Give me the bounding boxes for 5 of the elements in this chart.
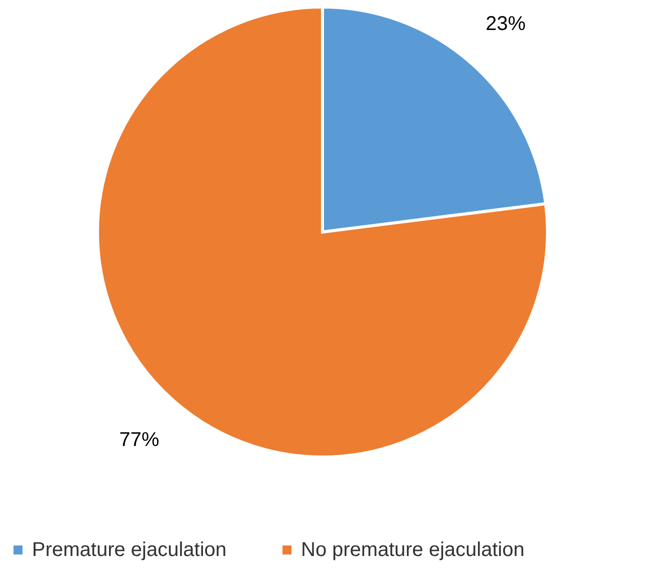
data-label: 77% bbox=[119, 428, 160, 451]
legend-label: No premature ejaculation bbox=[301, 539, 524, 561]
data-label: 23% bbox=[486, 13, 526, 36]
legend-label: Premature ejaculation bbox=[32, 539, 227, 561]
pie-slice bbox=[96, 6, 549, 458]
